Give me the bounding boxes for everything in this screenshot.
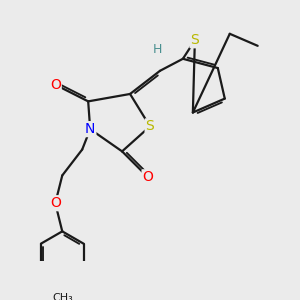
Text: O: O [142,170,153,184]
Text: H: H [152,43,162,56]
Text: CH₃: CH₃ [52,292,73,300]
Text: S: S [146,119,154,134]
Text: O: O [50,196,61,210]
Text: O: O [50,78,61,92]
Text: N: N [85,122,95,136]
Text: S: S [190,33,199,47]
